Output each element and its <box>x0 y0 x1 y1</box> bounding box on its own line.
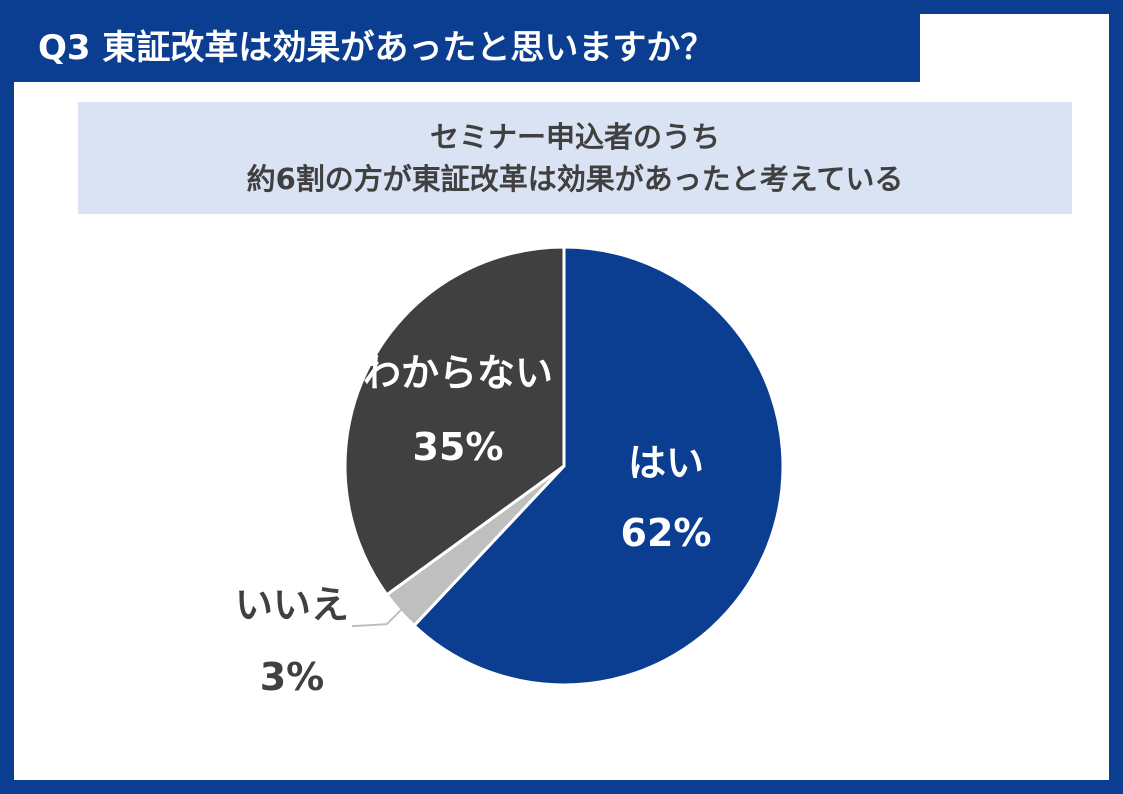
slice-value-no: 3% <box>260 655 325 699</box>
slice-label-yes: はい <box>628 441 704 485</box>
summary-line-1: セミナー申込者のうち <box>429 120 720 154</box>
slice-value-yes: 62% <box>621 511 712 555</box>
question-title: Q3 東証改革は効果があったと思いますか？ <box>14 14 920 82</box>
summary-line-2: 約6割の方が東証改革は効果があったと考えている <box>246 162 904 196</box>
leader-line-no <box>351 607 404 628</box>
pie-slice-yes <box>411 245 785 687</box>
slice-label-no: いいえ <box>235 583 349 627</box>
slice-label-unknown: わからない <box>363 351 553 395</box>
summary-box: セミナー申込者のうち 約6割の方が東証改革は効果があったと考えている <box>78 102 1072 214</box>
slice-value-unknown: 35% <box>413 425 504 469</box>
pie-slice-unknown <box>343 245 566 597</box>
